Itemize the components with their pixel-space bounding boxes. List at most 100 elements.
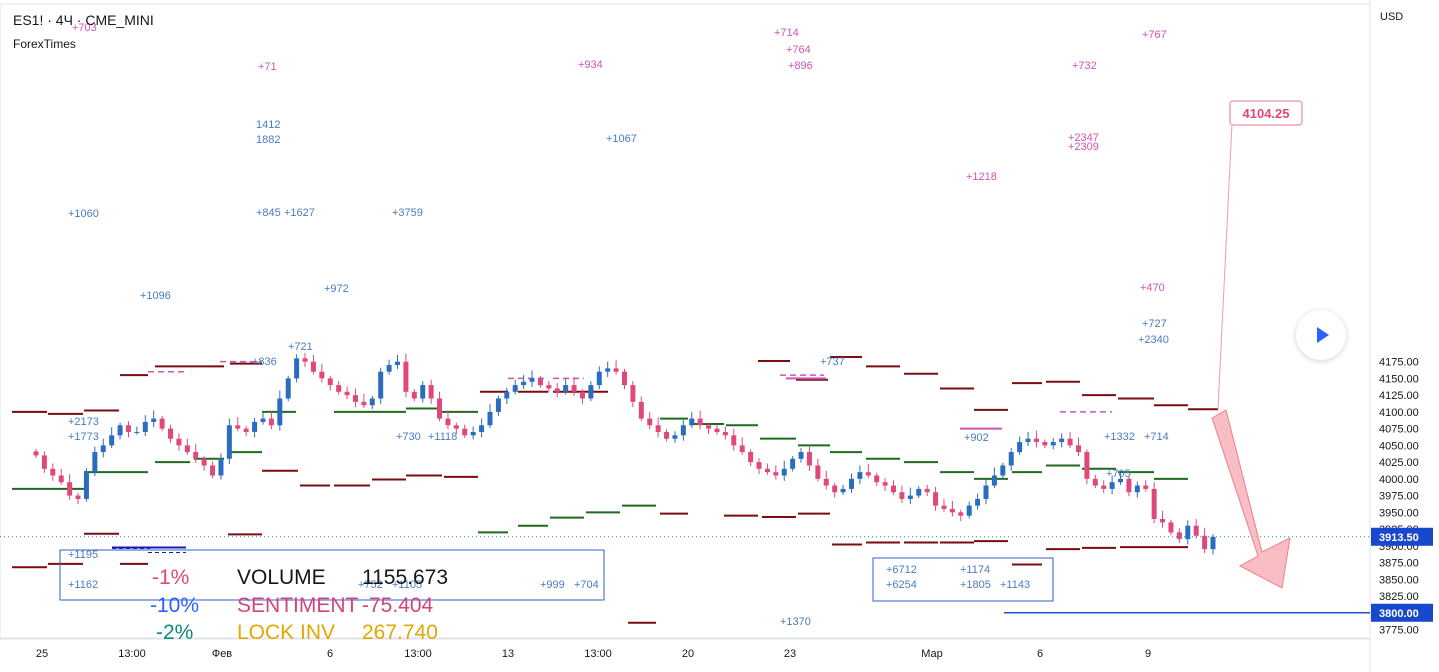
volume-label: +2340 xyxy=(1138,334,1169,346)
time-tick-label: 23 xyxy=(784,648,796,660)
candle xyxy=(260,418,266,422)
candle xyxy=(865,472,871,476)
hud-box xyxy=(59,549,605,601)
hud-sentiment-label: SENTIMENT xyxy=(237,594,359,617)
candle xyxy=(874,475,880,483)
candle xyxy=(1067,438,1073,446)
candle xyxy=(1126,478,1132,493)
candle xyxy=(975,498,981,506)
candle xyxy=(193,452,199,459)
candle xyxy=(83,472,89,499)
candle xyxy=(991,475,997,486)
candle xyxy=(352,395,358,402)
last-price-text: 3913.50 xyxy=(1379,532,1419,544)
candle xyxy=(1025,438,1031,443)
candle xyxy=(142,421,148,432)
volume-label: +902 xyxy=(964,432,989,444)
price-tick-label: 4100.00 xyxy=(1379,407,1419,419)
candle xyxy=(924,488,930,493)
candle xyxy=(184,445,190,453)
candle xyxy=(327,378,333,386)
candle xyxy=(1160,519,1166,523)
candle xyxy=(1084,452,1090,479)
candle xyxy=(176,438,182,446)
candle xyxy=(1092,478,1098,486)
hud-lockinv-label: LOCK INV xyxy=(237,621,336,644)
volume-label: +1060 xyxy=(68,208,99,220)
volume-label: +714 xyxy=(1144,431,1169,443)
volume-label: +845 xyxy=(256,207,281,219)
candle xyxy=(470,431,476,436)
play-button[interactable] xyxy=(1296,310,1346,360)
candle xyxy=(823,478,829,486)
price-tick-label: 4075.00 xyxy=(1379,424,1419,436)
candle xyxy=(50,468,56,476)
volume-label: +1174 xyxy=(960,564,990,576)
volume-label: +470 xyxy=(1140,282,1165,294)
time-tick-label: 20 xyxy=(682,648,694,660)
time-tick-label: 13:00 xyxy=(404,648,432,660)
candle xyxy=(848,478,854,489)
target-price-text: 3800.00 xyxy=(1379,608,1419,620)
candle xyxy=(722,431,728,436)
candle xyxy=(226,425,232,459)
price-tick-label: 4150.00 xyxy=(1379,373,1419,385)
price-tick-label: 3775.00 xyxy=(1379,625,1419,637)
hud-lockinv-value: 267.740 xyxy=(362,621,438,644)
volume-label: +1067 xyxy=(606,133,637,145)
candle xyxy=(781,468,787,476)
candle xyxy=(630,385,636,402)
candle xyxy=(899,492,905,499)
candle xyxy=(638,401,644,419)
candle xyxy=(579,391,585,399)
candle xyxy=(361,401,367,406)
candle xyxy=(655,425,661,432)
volume-label: +1332 xyxy=(1104,431,1135,443)
candle xyxy=(1101,485,1107,489)
candle xyxy=(369,398,375,406)
symbol-title[interactable]: ES1! · 4Ч · CME_MINI xyxy=(13,12,154,28)
time-tick-label: 9 xyxy=(1145,648,1151,660)
candle xyxy=(933,492,939,506)
candle xyxy=(664,431,670,439)
volume-label: +1118 xyxy=(428,431,457,443)
volume-label: +767 xyxy=(1142,29,1167,41)
candle xyxy=(75,495,81,499)
candle xyxy=(134,431,140,433)
volume-label: +1195 xyxy=(68,549,98,561)
time-tick-label: Фев xyxy=(212,648,232,660)
candle xyxy=(411,391,417,399)
candle xyxy=(966,505,972,516)
volume-label: +732 xyxy=(1072,60,1097,72)
volume-label: +972 xyxy=(324,283,349,295)
candle xyxy=(277,398,283,426)
time-tick-label: 13:00 xyxy=(584,648,612,660)
candle xyxy=(420,385,426,399)
candle xyxy=(487,411,493,426)
candle xyxy=(386,365,392,372)
volume-label: +703 xyxy=(72,22,97,34)
candle xyxy=(453,425,459,429)
candle xyxy=(563,385,569,392)
volume-label: +71 xyxy=(258,61,277,73)
candle xyxy=(504,391,510,399)
candle xyxy=(731,435,737,446)
time-tick-label: Мар xyxy=(921,648,943,660)
candle xyxy=(537,378,543,386)
candle xyxy=(529,378,535,382)
candle xyxy=(1143,485,1149,489)
candle xyxy=(512,385,518,392)
candle xyxy=(58,475,64,483)
candle xyxy=(1017,442,1023,453)
candle xyxy=(748,452,754,463)
callout-box xyxy=(1229,100,1303,126)
candle xyxy=(252,421,258,432)
indicator-name[interactable]: ForexTimes xyxy=(13,37,76,51)
candle xyxy=(159,418,165,429)
volume-label: +704 xyxy=(574,579,599,591)
price-tick-label: 3850.00 xyxy=(1379,574,1419,586)
level-label: 1882 xyxy=(256,134,280,146)
price-tick-label: 4175.00 xyxy=(1379,357,1419,369)
price-tick-label: 4000.00 xyxy=(1379,474,1419,486)
